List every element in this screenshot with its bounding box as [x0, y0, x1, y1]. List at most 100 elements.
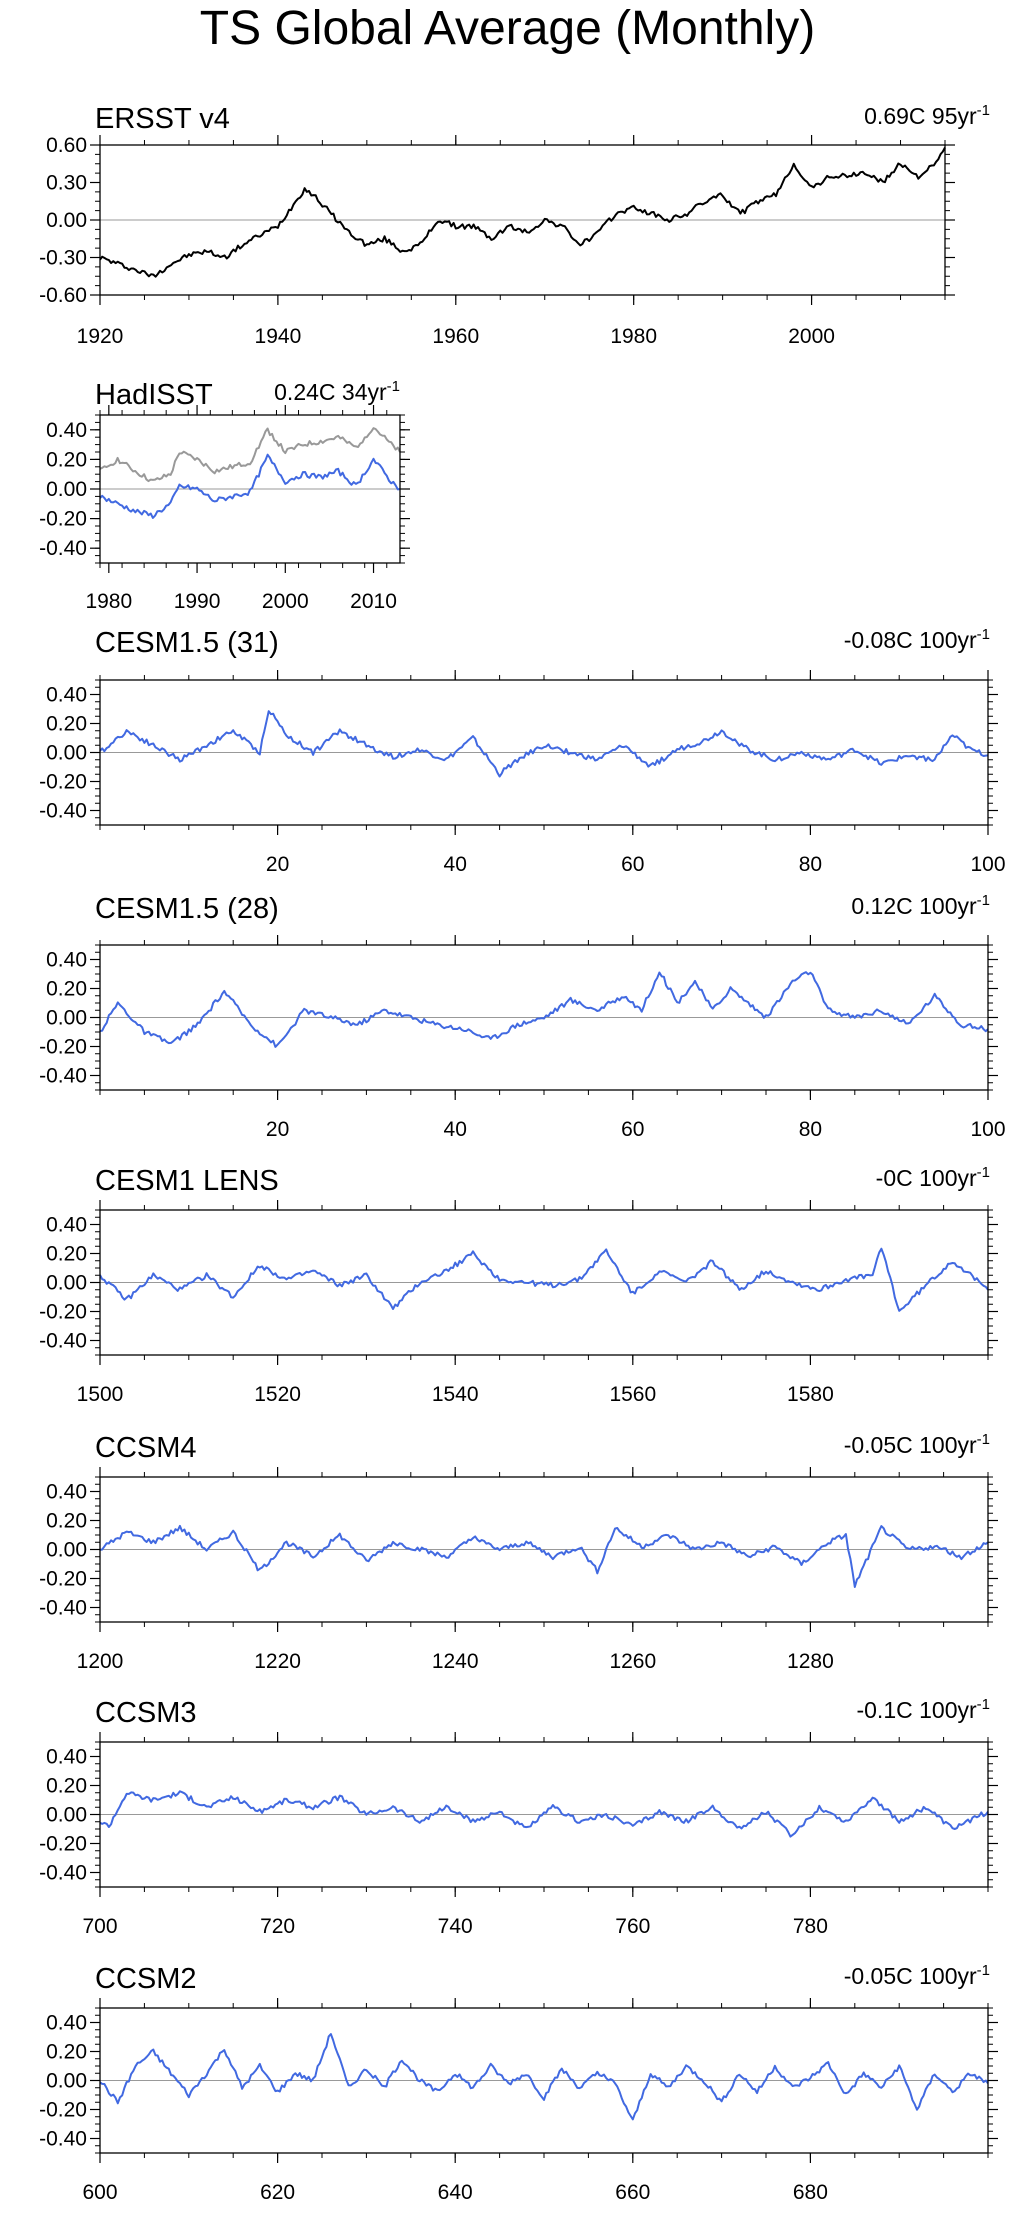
y-tick-label: 0.00	[46, 1539, 87, 1562]
chart-title: HadISST	[95, 379, 213, 411]
x-tick-label: 1580	[787, 1383, 834, 1406]
y-tick-label: 0.40	[46, 949, 87, 972]
chart-title: CESM1 LENS	[95, 1165, 279, 1197]
x-tick-label: 1520	[254, 1383, 301, 1406]
x-tick-label: 80	[799, 1118, 822, 1141]
y-tick-label: -0.40	[39, 2128, 87, 2151]
x-tick-label: 1560	[609, 1383, 656, 1406]
y-tick-label: 0.00	[46, 1272, 87, 1295]
trend-label: -0C 100yr-1	[876, 1164, 990, 1191]
x-tick-label: 100	[970, 1118, 1005, 1141]
x-tick-label: 1960	[432, 325, 479, 348]
x-tick-label: 1280	[787, 1650, 834, 1673]
trend-label: -0.05C 100yr-1	[844, 1962, 990, 1989]
x-tick-label: 760	[615, 1915, 650, 1938]
x-tick-label: 60	[621, 853, 644, 876]
plot-frame	[99, 679, 989, 826]
y-tick-label: 0.40	[46, 1746, 87, 1769]
y-tick-label: 0.20	[46, 713, 87, 736]
y-tick-label: 0.40	[46, 2012, 87, 2035]
x-tick-label: 1920	[77, 325, 124, 348]
trend-label: 0.12C 100yr-1	[851, 892, 990, 919]
y-tick-label: -0.30	[39, 247, 87, 270]
series-line-2	[99, 453, 401, 519]
chart-panel-2: HadISST 0.24C 34yr-1 -0.40 -0.20 0.00 0.20 0.4…	[39, 378, 410, 613]
series-line-1	[99, 971, 989, 1048]
chart-panel-6: CCSM4 -0.05C 100yr-1 -0.40 -0.20 0.00 0.20 0.4…	[39, 1431, 998, 1673]
y-tick-label: -0.40	[39, 537, 87, 560]
chart-title: CESM1.5 (28)	[95, 893, 279, 925]
y-tick-label: -0.20	[39, 2099, 87, 2122]
x-tick-label: 640	[438, 2181, 473, 2204]
y-tick-label: -0.20	[39, 1036, 87, 1059]
trend-exponent: -1	[977, 1962, 990, 1979]
y-tick-label: 0.40	[46, 684, 87, 707]
x-tick-label: 40	[444, 1118, 467, 1141]
x-tick-label: 20	[266, 1118, 289, 1141]
x-tick-label: 1980	[610, 325, 657, 348]
plot-frame	[99, 944, 989, 1091]
trend-label: -0.08C 100yr-1	[844, 626, 990, 653]
y-tick-label: -0.40	[39, 1597, 87, 1620]
y-tick-label: 0.00	[46, 2070, 87, 2093]
x-tick-label: 1540	[432, 1383, 479, 1406]
x-tick-label: 40	[444, 853, 467, 876]
x-tick-label: 660	[615, 2181, 650, 2204]
chart-title: CCSM3	[95, 1697, 197, 1729]
trend-label: -0.05C 100yr-1	[844, 1431, 990, 1458]
trend-exponent: -1	[977, 1696, 990, 1713]
y-tick-label: 0.20	[46, 1510, 87, 1533]
series-line-1	[99, 2033, 989, 2121]
chart-title: ERSST v4	[95, 103, 230, 135]
y-tick-label: 0.00	[46, 1804, 87, 1827]
x-tick-label: 2000	[262, 590, 309, 613]
y-tick-label: 0.00	[46, 1007, 87, 1030]
chart-panel-1: ERSST v4 0.69C 95yr-1 -0.60 -0.30 0.00 0.30 0.…	[39, 102, 990, 348]
y-tick-label: 0.00	[46, 209, 87, 232]
y-tick-label: 0.40	[46, 1214, 87, 1237]
x-tick-label: 1500	[77, 1383, 124, 1406]
chart-panel-7: CCSM3 -0.1C 100yr-1 -0.40 -0.20 0.00 0.20 0.40…	[39, 1696, 998, 1938]
x-tick-label: 1200	[77, 1650, 124, 1673]
page-title: TS Global Average (Monthly)	[199, 2, 816, 55]
y-tick-label: -0.20	[39, 508, 87, 531]
x-tick-label: 720	[260, 1915, 295, 1938]
plot-frame	[99, 1741, 989, 1888]
chart-title: CCSM2	[95, 1963, 197, 1995]
x-tick-label: 1220	[254, 1650, 301, 1673]
x-tick-label: 60	[621, 1118, 644, 1141]
x-tick-label: 100	[970, 853, 1005, 876]
y-tick-label: 0.20	[46, 2041, 87, 2064]
series-line-1	[99, 427, 401, 483]
chart-panel-4: CESM1.5 (28) 0.12C 100yr-1 -0.40 -0.20 0.00 0…	[39, 892, 1005, 1141]
trend-exponent: -1	[387, 378, 400, 395]
y-tick-label: -0.40	[39, 1065, 87, 1088]
series-line-1	[99, 1524, 989, 1588]
y-tick-label: 0.20	[46, 448, 87, 471]
y-tick-label: -0.40	[39, 1862, 87, 1885]
x-tick-label: 600	[82, 2181, 117, 2204]
series-line-1	[99, 1247, 989, 1312]
x-tick-label: 780	[793, 1915, 828, 1938]
trend-exponent: -1	[977, 1164, 990, 1181]
chart-panel-3: CESM1.5 (31) -0.08C 100yr-1 -0.40 -0.20 0.00…	[39, 626, 1005, 876]
x-tick-label: 1260	[609, 1650, 656, 1673]
x-tick-label: 2010	[350, 590, 397, 613]
trend-exponent: -1	[977, 626, 990, 643]
series-line-1	[99, 1790, 989, 1838]
y-tick-label: 0.20	[46, 1775, 87, 1798]
y-tick-label: 0.00	[46, 478, 87, 501]
plot-frame	[99, 414, 401, 564]
y-tick-label: -0.40	[39, 1330, 87, 1353]
chart-title: CCSM4	[95, 1432, 197, 1464]
x-tick-label: 1990	[174, 590, 221, 613]
x-tick-label: 1940	[255, 325, 302, 348]
y-tick-label: -0.20	[39, 771, 87, 794]
y-tick-label: 0.20	[46, 1243, 87, 1266]
x-tick-label: 740	[438, 1915, 473, 1938]
y-tick-label: -0.60	[39, 284, 87, 307]
x-tick-label: 680	[793, 2181, 828, 2204]
series-line-1	[99, 147, 946, 278]
y-tick-label: 0.60	[46, 134, 87, 157]
y-tick-label: 0.00	[46, 742, 87, 765]
